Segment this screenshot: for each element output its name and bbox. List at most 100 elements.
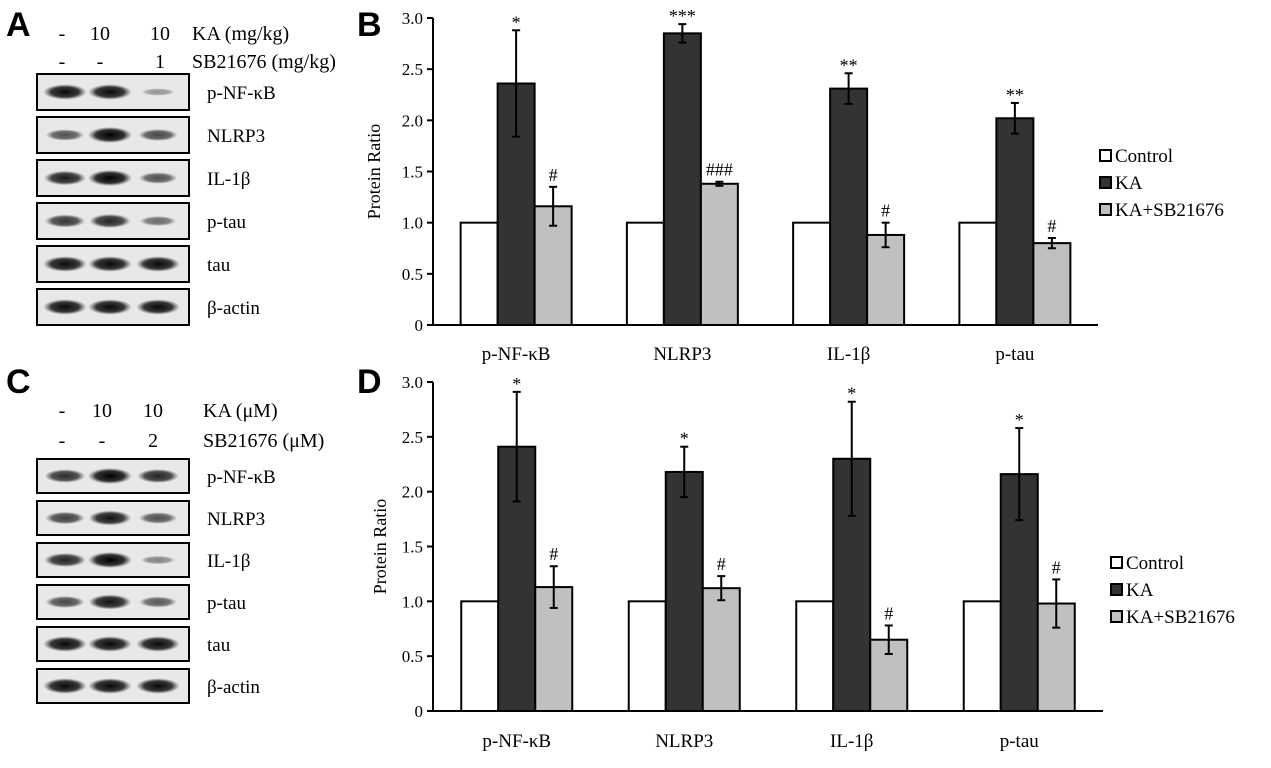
bar-ka (664, 470, 704, 712)
band-label: tau (207, 635, 231, 656)
y-tick-label: 2.0 (402, 111, 423, 130)
condition-label: KA (μM) (203, 400, 278, 422)
blot-band (43, 84, 87, 100)
significance-mark: # (884, 603, 893, 623)
y-tick-label: 2.5 (402, 428, 423, 447)
significance-mark: * (512, 12, 521, 32)
y-tick-label: 0.5 (402, 647, 423, 666)
panel-label-d: D (357, 363, 382, 401)
blot-band (88, 256, 132, 272)
blot-band (88, 299, 132, 315)
legend-entry: KA (1126, 580, 1154, 601)
condition-label: KA (mg/kg) (192, 23, 289, 45)
blot-band (88, 510, 132, 526)
condition-value: - (99, 430, 106, 452)
significance-mark: *** (669, 6, 696, 26)
blot-band (88, 84, 132, 100)
band-label: p-NF-κB (207, 83, 276, 104)
blot-band (136, 256, 180, 272)
blot-band (138, 512, 178, 524)
band-label: β-actin (207, 677, 260, 698)
legend-entry: KA (1115, 173, 1143, 194)
significance-mark: # (1052, 557, 1061, 577)
category-label: p-tau (1000, 731, 1040, 752)
condition-value: 10 (92, 400, 112, 422)
bar-control (625, 221, 665, 327)
blot-band (43, 636, 87, 652)
legend-swatch (1110, 610, 1123, 623)
legend-swatch (1099, 149, 1112, 162)
bar-control (795, 600, 835, 712)
y-tick-label: 3.0 (402, 9, 423, 28)
legend-entry: KA+SB21676 (1115, 200, 1224, 221)
y-axis-label: Protein Ratio (364, 124, 384, 220)
y-tick-label: 1.5 (402, 163, 423, 182)
condition-value: 2 (148, 430, 158, 452)
panel-label-b: B (357, 6, 382, 44)
blot-band (88, 468, 132, 484)
y-tick-label: 0.5 (402, 265, 423, 284)
western-blot-c: - 10 10 KA (μM) - - 2 SB21676 (μM) p-NF-κB NLRP3 I… (36, 400, 324, 704)
bar-control (792, 221, 832, 327)
bar-ka (995, 117, 1035, 326)
legend-swatch (1110, 583, 1123, 596)
category-label: NLRP3 (655, 731, 713, 752)
y-tick-label: 1.0 (402, 592, 423, 611)
condition-value: - (97, 51, 104, 73)
band-label: NLRP3 (207, 126, 265, 147)
blot-band (139, 596, 177, 608)
significance-mark: # (717, 554, 726, 574)
significance-mark: # (881, 201, 890, 221)
category-label: p-tau (995, 344, 1035, 365)
bar-ka-sb21676 (699, 182, 739, 326)
category-label: IL-1β (830, 731, 873, 752)
legend-swatch (1099, 203, 1112, 216)
band-label: tau (207, 255, 231, 276)
blot-band (138, 172, 178, 184)
y-axis-label: Protein Ratio (370, 499, 390, 595)
condition-value: - (59, 51, 66, 73)
blot-band (136, 299, 180, 315)
blot-band (44, 214, 86, 228)
legend-entry: Control (1126, 553, 1184, 574)
blot-band (137, 469, 179, 483)
blot-band (140, 555, 176, 565)
blot-band (44, 553, 86, 567)
significance-mark: ** (1006, 85, 1024, 105)
y-tick-label: 0 (415, 702, 424, 721)
band-label: β-actin (207, 298, 260, 319)
legend-swatch (1099, 176, 1112, 189)
blot-band (43, 170, 87, 186)
significance-mark: ** (840, 55, 858, 75)
y-tick-label: 2.5 (402, 60, 423, 79)
blot-band (88, 678, 132, 694)
blot-band (136, 678, 180, 694)
bar-chart-b: 0 0.5 1.0 1.5 2.0 2.5 3.0 Protein Ratio p-NF-κB N… (364, 6, 1224, 365)
significance-mark: * (680, 429, 689, 449)
condition-value: - (59, 400, 66, 422)
legend-swatch (1110, 556, 1123, 569)
bar-chart-d: 0 0.5 1.0 1.5 2.0 2.5 3.0 Protein Ratio p-NF-κB N… (370, 373, 1235, 752)
condition-value: 1 (155, 51, 165, 73)
blot-band (44, 469, 86, 483)
blot-band (43, 299, 87, 315)
y-tick-label: 3.0 (402, 373, 423, 392)
y-tick-label: 2.0 (402, 483, 423, 502)
bar-ka-sb21676 (701, 587, 741, 713)
bar-ka-sb21676 (866, 233, 906, 327)
bar-ka-sb21676 (1036, 602, 1076, 713)
blot-band (136, 636, 180, 652)
condition-value: - (59, 23, 66, 45)
band-label: p-NF-κB (207, 467, 276, 488)
significance-mark: * (1015, 410, 1024, 430)
band-label: NLRP3 (207, 509, 265, 530)
category-label: IL-1β (827, 344, 870, 365)
blot-band (45, 129, 85, 141)
condition-value: - (59, 430, 66, 452)
bar-control (962, 600, 1002, 712)
condition-value: 10 (143, 400, 163, 422)
significance-mark: # (549, 544, 558, 564)
bar-control (958, 221, 998, 327)
bar-ka (662, 32, 702, 326)
